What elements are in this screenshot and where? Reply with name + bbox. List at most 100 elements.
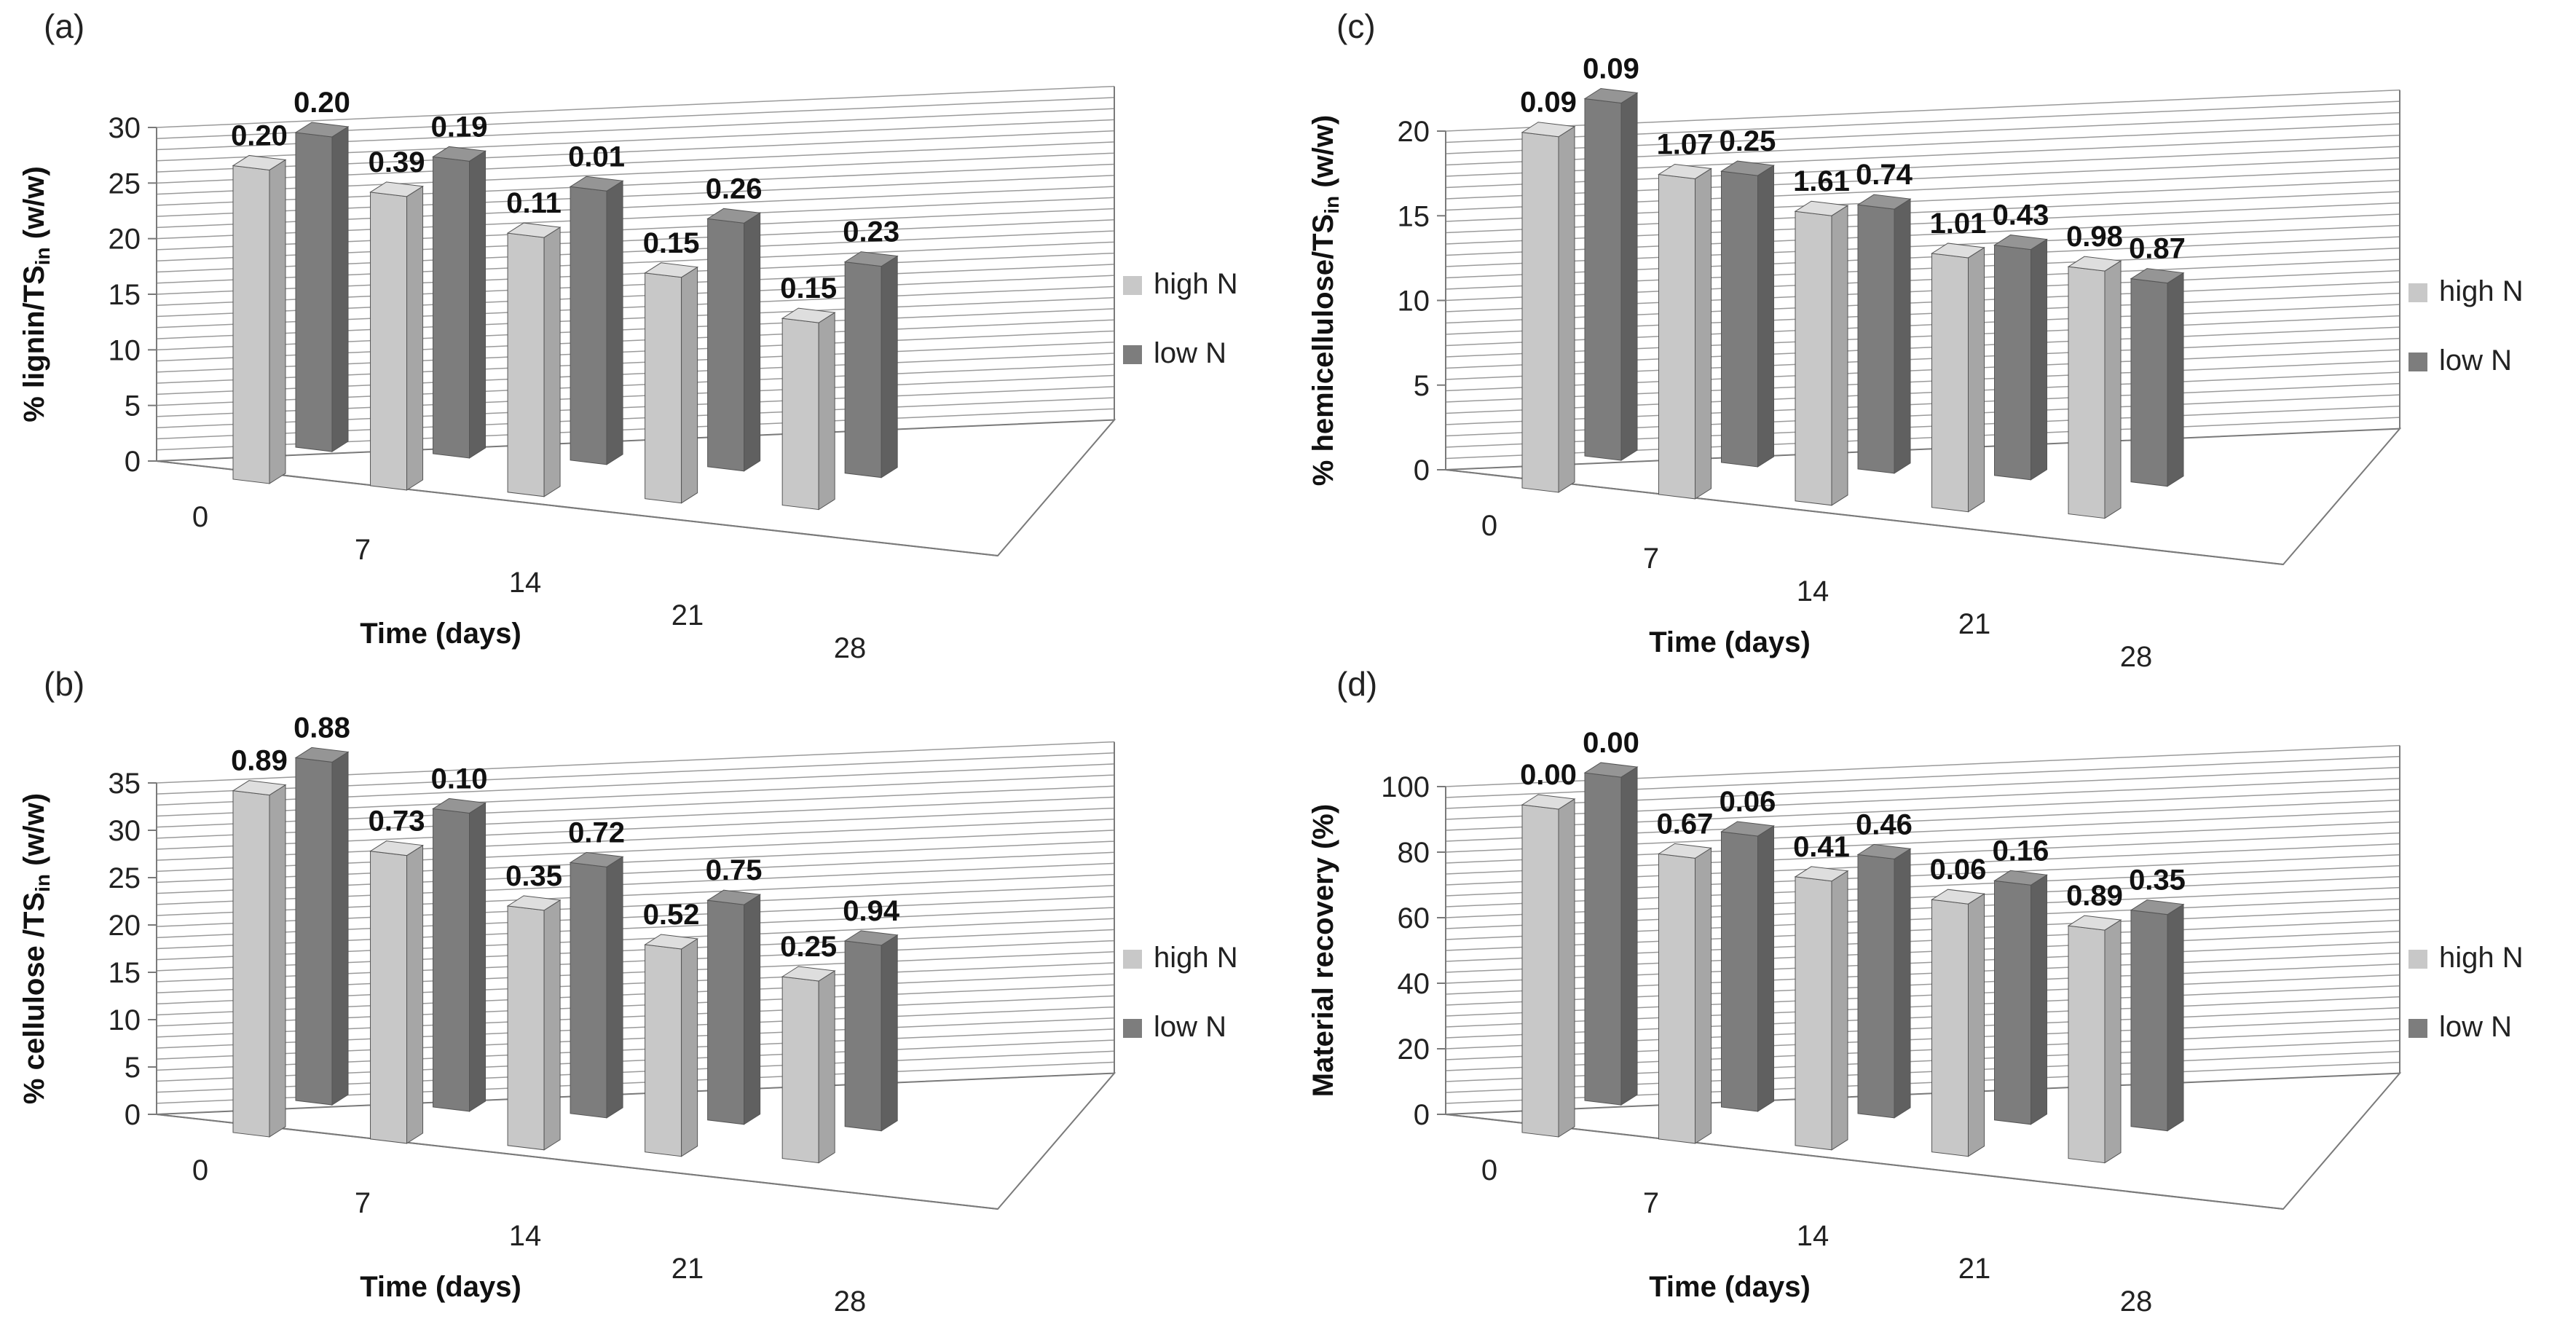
bar-low-n-7 bbox=[432, 146, 487, 459]
bar-high-n-28 bbox=[781, 307, 836, 511]
x-category-label: 0 bbox=[1481, 510, 1497, 542]
bar-low-n-21 bbox=[706, 208, 762, 472]
y-tick-label: 80 bbox=[1398, 837, 1430, 869]
x-category-label: 7 bbox=[1643, 543, 1659, 575]
y-tick-label: 10 bbox=[109, 1004, 141, 1036]
floor-front-edge bbox=[156, 460, 999, 556]
floor-front-edge bbox=[1445, 469, 2284, 565]
legend-swatch-low-n bbox=[1123, 1019, 1142, 1038]
bar-high-n-14 bbox=[1794, 200, 1849, 506]
y-tick-label: 0 bbox=[1414, 1099, 1430, 1131]
legend-swatch-high-n bbox=[2408, 283, 2427, 302]
panel-letter: (b) bbox=[44, 665, 84, 703]
data-label: 0.73 bbox=[369, 806, 425, 838]
data-label: 0.25 bbox=[1720, 125, 1776, 157]
y-tick-label: 35 bbox=[109, 768, 141, 800]
data-label: 0.89 bbox=[231, 745, 288, 777]
bar-low-n-0 bbox=[1583, 87, 1639, 461]
bar-low-n-28 bbox=[843, 251, 899, 479]
data-label: 0.19 bbox=[431, 111, 488, 143]
legend-label-low-n: low N bbox=[2439, 1011, 2512, 1043]
bar-high-n-7 bbox=[369, 840, 424, 1144]
legend-label-low-n: low N bbox=[2439, 344, 2512, 377]
bar-low-n-28 bbox=[2130, 899, 2185, 1132]
data-label: 1.07 bbox=[1657, 128, 1714, 160]
legend-label-high-n: high N bbox=[2439, 275, 2524, 307]
x-category-label: 21 bbox=[671, 599, 704, 631]
legend-label-high-n: high N bbox=[1154, 268, 1238, 300]
y-tick-label: 40 bbox=[1398, 968, 1430, 1000]
bar-high-n-28 bbox=[2067, 256, 2122, 519]
data-label: 0.06 bbox=[1930, 854, 1987, 886]
bar-high-n-21 bbox=[644, 262, 699, 504]
bar-low-n-21 bbox=[1993, 870, 2048, 1125]
legend-label-low-n: low N bbox=[1154, 337, 1226, 369]
bar-low-n-0 bbox=[294, 747, 350, 1106]
y-tick-label: 30 bbox=[109, 815, 141, 847]
data-label: 0.10 bbox=[431, 763, 488, 795]
data-label: 0.09 bbox=[1583, 52, 1639, 84]
x-category-label: 14 bbox=[509, 567, 542, 599]
y-tick-label: 15 bbox=[109, 279, 141, 311]
y-tick-label: 5 bbox=[125, 390, 141, 422]
bar-high-n-0 bbox=[1521, 122, 1576, 493]
y-axis-title: % hemicellulose/TSin (w/w) bbox=[1307, 115, 1343, 486]
data-label: 0.87 bbox=[2129, 233, 2186, 265]
bar-high-n-14 bbox=[506, 895, 562, 1151]
y-tick-label: 5 bbox=[1414, 370, 1430, 402]
data-label: 1.61 bbox=[1793, 165, 1850, 197]
legend-label-high-n: high N bbox=[2439, 942, 2524, 974]
data-label: 0.35 bbox=[505, 860, 562, 892]
data-label: 0.09 bbox=[1520, 87, 1577, 119]
legend-swatch-low-n bbox=[2408, 353, 2427, 371]
x-category-label: 21 bbox=[671, 1253, 704, 1285]
x-category-label: 28 bbox=[834, 1285, 867, 1318]
data-label: 0.75 bbox=[706, 854, 763, 886]
y-axis-title: % cellulose /TSin (w/w) bbox=[18, 793, 54, 1104]
y-tick-label: 60 bbox=[1398, 902, 1430, 934]
bar-high-n-21 bbox=[1931, 889, 1985, 1157]
x-category-label: 28 bbox=[2120, 1285, 2153, 1318]
x-category-label: 28 bbox=[2120, 641, 2153, 673]
x-category-label: 7 bbox=[355, 1187, 371, 1219]
data-label: 0.06 bbox=[1720, 786, 1776, 818]
y-tick-label: 0 bbox=[1414, 454, 1430, 487]
y-tick-label: 30 bbox=[109, 112, 141, 144]
y-tick-label: 15 bbox=[109, 957, 141, 989]
legend-swatch-high-n bbox=[1123, 276, 1142, 295]
y-tick-label: 20 bbox=[109, 910, 141, 942]
y-tick-label: 0 bbox=[125, 1099, 141, 1131]
bar-low-n-0 bbox=[294, 122, 350, 452]
x-category-label: 0 bbox=[1481, 1154, 1497, 1186]
x-category-label: 28 bbox=[834, 632, 867, 664]
x-category-label: 0 bbox=[192, 1154, 208, 1186]
data-label: 0.94 bbox=[843, 895, 900, 927]
x-category-label: 14 bbox=[1797, 1220, 1829, 1252]
bar-low-n-14 bbox=[569, 851, 624, 1119]
bar-high-n-28 bbox=[2067, 915, 2122, 1164]
x-category-label: 14 bbox=[1797, 575, 1829, 607]
bar-low-n-28 bbox=[2130, 268, 2185, 487]
data-label: 0.52 bbox=[643, 899, 700, 931]
bar-high-n-14 bbox=[1794, 866, 1849, 1151]
data-label: 0.20 bbox=[231, 119, 288, 151]
y-tick-label: 100 bbox=[1381, 771, 1430, 803]
y-tick-label: 10 bbox=[109, 334, 141, 366]
x-category-label: 14 bbox=[509, 1220, 542, 1252]
legend-label-low-n: low N bbox=[1154, 1011, 1226, 1043]
bar-low-n-0 bbox=[1583, 762, 1639, 1106]
data-label: 0.98 bbox=[2066, 221, 2123, 253]
y-tick-label: 25 bbox=[109, 168, 141, 200]
y-tick-label: 20 bbox=[109, 224, 141, 256]
bar-high-n-21 bbox=[644, 934, 699, 1157]
data-label: 0.46 bbox=[1856, 808, 1913, 840]
x-axis-title: Time (days) bbox=[1649, 1271, 1811, 1303]
floor-front-edge bbox=[1445, 1114, 2284, 1210]
data-label: 0.35 bbox=[2129, 865, 2186, 897]
bar-high-n-28 bbox=[781, 966, 836, 1164]
data-label: 0.88 bbox=[294, 712, 350, 744]
x-axis-title: Time (days) bbox=[360, 618, 521, 650]
data-label: 0.20 bbox=[294, 87, 350, 119]
bar-low-n-21 bbox=[706, 889, 762, 1125]
